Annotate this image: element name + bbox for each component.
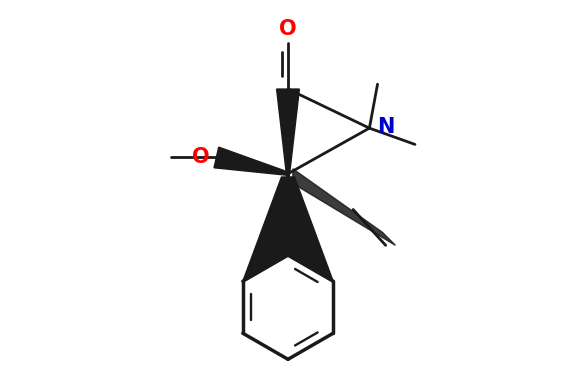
Text: O: O [279, 19, 297, 39]
Polygon shape [293, 169, 396, 245]
Polygon shape [243, 177, 333, 281]
Polygon shape [276, 89, 300, 174]
Text: O: O [192, 147, 210, 168]
Text: N: N [377, 117, 395, 136]
Polygon shape [214, 147, 289, 175]
